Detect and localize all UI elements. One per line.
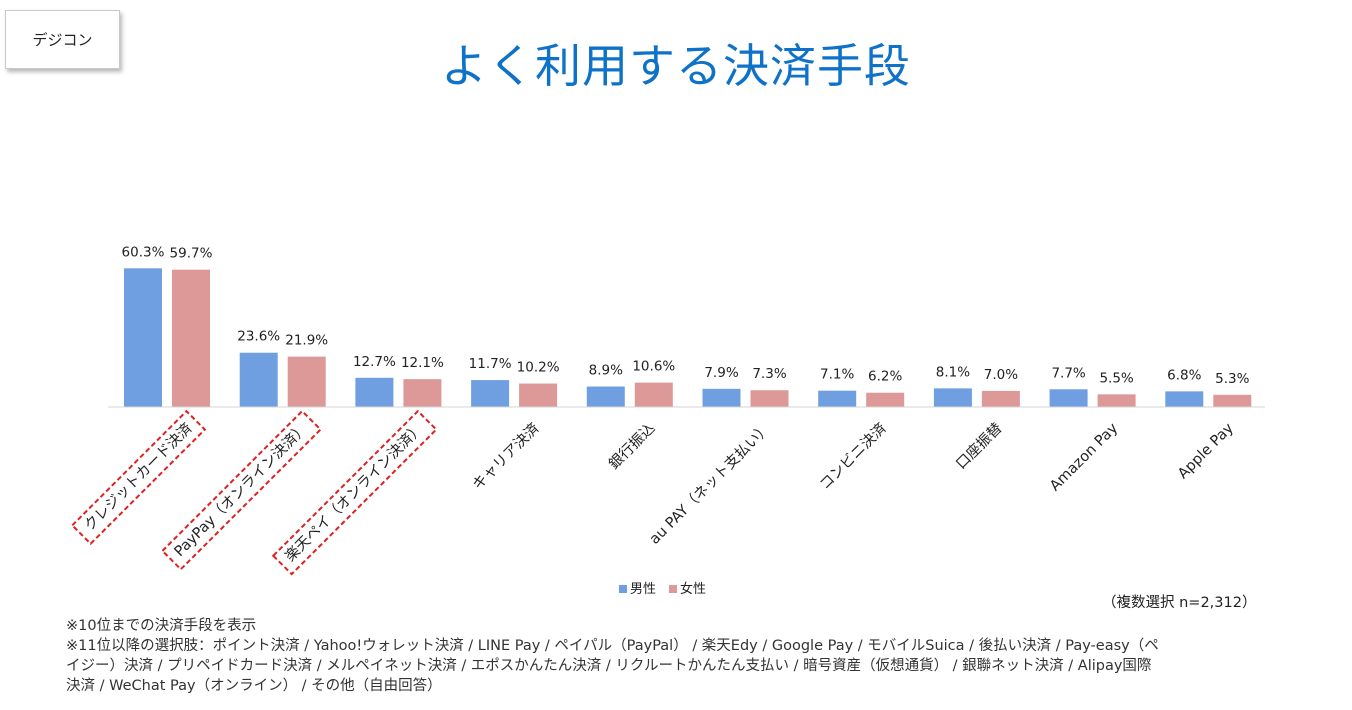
category-label: キャリア決済 [469,419,543,493]
highlight-box [271,409,438,576]
footnote-line: 決済 / WeChat Pay（オンライン） / その他（自由回答） [66,678,442,694]
legend-label: 女性 [680,581,706,597]
data-label: 23.6% [237,329,280,345]
category-label: 口座振替 [953,420,1006,473]
bar-female [287,356,326,407]
highlight-box [70,409,207,546]
bar-male [355,377,394,407]
data-label: 7.3% [752,366,786,382]
data-label: 60.3% [122,244,165,260]
category-label: PayPay（オンライン決済） [171,420,311,560]
data-label: 8.1% [936,364,970,380]
data-label: 6.8% [1167,367,1201,383]
data-label: 10.6% [632,359,675,375]
data-label: 59.7% [170,246,213,262]
bar-male [124,268,162,407]
data-label: 12.7% [353,354,396,370]
legend-swatch [619,585,627,593]
data-label: 6.2% [868,369,902,385]
bar-female [866,392,905,407]
sample-size-note: （複数選択 n=2,312） [1102,595,1257,611]
legend-label: 男性 [630,582,656,597]
bar-male [1165,391,1204,407]
highlight-box [161,409,322,571]
bar-male [933,388,972,407]
data-label: 5.5% [1099,370,1133,386]
brand-label: デジコン [5,10,120,69]
bar-female [519,383,558,407]
category-label: クレジットカード決済 [81,419,196,534]
data-label: 11.7% [469,356,512,372]
bar-male [1049,389,1088,407]
category-label: 銀行振込 [605,420,658,473]
category-label: Amazon Pay [1047,420,1121,494]
data-label: 12.1% [401,355,444,371]
data-label: 21.9% [285,333,328,349]
data-label: 7.7% [1051,365,1085,381]
bar-female [981,390,1020,407]
data-label: 8.9% [589,363,623,379]
data-label: 5.3% [1215,371,1249,387]
data-label: 10.2% [517,360,560,376]
legend-swatch [669,585,677,593]
category-label: Apple Pay [1175,420,1237,482]
footnote-line: ※11位以降の選択肢：ポイント決済 / Yahoo!ウォレット決済 / LINE… [66,638,1159,654]
bar-female [172,269,210,407]
page-title: よく利用する決済手段 [441,39,911,93]
bar-female [1213,394,1252,407]
data-label: 7.1% [820,367,854,383]
bar-female [634,382,673,407]
bar-male [702,388,741,407]
bar-female [403,379,442,407]
bar-male [586,386,625,407]
bar-male [818,390,857,407]
bar-female [750,390,789,407]
data-label: 7.9% [704,365,738,381]
footnote-line: イジー）決済 / プリペイドカード決済 / メルペイネット決済 / エポスかんた… [66,658,1152,674]
bar-male [239,352,278,407]
bar-female [1097,394,1136,407]
data-label: 7.0% [984,367,1018,383]
category-label: コンビニ決済 [816,419,890,493]
bar-male [471,380,510,407]
footnote-line: ※10位までの決済手段を表示 [66,618,257,634]
category-label: au PAY（ネット支払い） [646,420,774,548]
bar-chart: 60.3% 59.7% 23.6% 21.9% 12.7% 12.1% 11.7% 10.2%… [70,244,1265,597]
category-label: 楽天ペイ（オンライン決済） [282,420,427,565]
